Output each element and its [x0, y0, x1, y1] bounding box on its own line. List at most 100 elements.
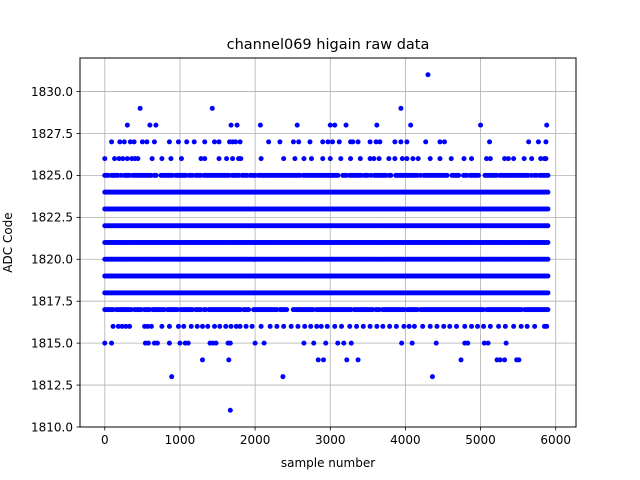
data-point	[147, 122, 153, 128]
y-tick-label: 1810.0	[31, 420, 73, 434]
data-point	[392, 156, 398, 162]
data-point	[338, 156, 344, 162]
data-point	[181, 323, 187, 329]
data-point	[485, 340, 491, 346]
data-point	[350, 139, 356, 145]
data-point	[355, 357, 361, 363]
data-point	[516, 357, 522, 363]
data-point	[280, 374, 286, 380]
data-point	[199, 323, 205, 329]
data-point	[205, 323, 211, 329]
data-point	[502, 323, 508, 329]
data-point	[387, 323, 393, 329]
data-point	[223, 323, 229, 329]
data-point	[545, 240, 551, 245]
data-point	[469, 156, 475, 162]
data-point	[373, 139, 379, 145]
data-point	[398, 139, 404, 145]
data-point	[243, 323, 249, 329]
data-point	[320, 139, 326, 145]
data-point	[166, 139, 172, 145]
data-point	[521, 156, 527, 162]
data-point	[367, 156, 373, 162]
data-point	[437, 156, 443, 162]
data-point	[458, 357, 464, 363]
data-point	[290, 139, 296, 145]
data-point	[344, 357, 350, 363]
data-point	[371, 156, 377, 162]
data-point	[198, 156, 204, 162]
data-point	[545, 223, 551, 229]
data-point	[347, 323, 353, 329]
data-point	[258, 323, 264, 329]
data-point	[456, 172, 462, 178]
data-point	[526, 139, 532, 145]
data-point	[448, 156, 454, 162]
data-point	[545, 256, 551, 262]
data-point	[301, 340, 307, 346]
data-point	[543, 156, 549, 162]
data-point	[230, 156, 236, 162]
data-point	[357, 156, 363, 162]
data-point	[423, 139, 429, 145]
data-point	[216, 139, 222, 145]
data-point	[120, 156, 126, 162]
y-axis-label: ADC Code	[1, 212, 15, 272]
data-point	[296, 139, 302, 145]
data-point	[332, 122, 338, 128]
data-point	[159, 323, 165, 329]
data-point	[281, 156, 287, 162]
data-point	[367, 323, 373, 329]
data-point	[112, 156, 118, 162]
data-point	[212, 139, 218, 145]
data-point	[139, 139, 145, 145]
data-point	[109, 139, 115, 145]
data-point	[175, 323, 181, 329]
data-point	[454, 323, 460, 329]
data-point	[409, 340, 415, 346]
data-point	[481, 323, 487, 329]
data-point	[511, 323, 517, 329]
data-point	[110, 323, 116, 329]
x-axis-label: sample number	[281, 456, 375, 470]
data-point	[502, 156, 508, 162]
data-point	[529, 156, 535, 162]
data-point	[102, 156, 108, 162]
y-tick-label: 1820.0	[31, 253, 73, 267]
data-point	[154, 340, 160, 346]
data-point	[177, 340, 183, 346]
data-point	[119, 323, 125, 329]
data-point	[246, 307, 252, 313]
data-point	[127, 323, 133, 329]
data-point	[166, 323, 172, 329]
data-point	[447, 323, 453, 329]
data-point	[224, 156, 230, 162]
data-point	[188, 323, 194, 329]
data-point	[301, 156, 307, 162]
data-point	[545, 307, 551, 313]
data-point	[339, 323, 345, 329]
data-point	[433, 340, 439, 346]
plot-frame	[79, 57, 577, 428]
data-point	[102, 340, 108, 346]
data-point	[377, 139, 383, 145]
data-point	[307, 139, 313, 145]
chart-title: channel069 higain raw data	[227, 37, 430, 53]
data-point	[168, 156, 174, 162]
data-point	[348, 156, 354, 162]
data-point	[545, 172, 551, 178]
data-point	[315, 357, 321, 363]
data-point	[249, 323, 255, 329]
data-point	[406, 323, 412, 329]
data-point	[374, 122, 380, 128]
data-point	[159, 156, 165, 162]
data-point	[332, 323, 338, 329]
data-point	[209, 105, 215, 111]
data-point	[481, 340, 487, 346]
data-point	[330, 139, 336, 145]
data-point	[288, 323, 294, 329]
data-point	[441, 139, 447, 145]
x-tick-label: 4000	[390, 433, 421, 447]
data-point	[314, 323, 320, 329]
